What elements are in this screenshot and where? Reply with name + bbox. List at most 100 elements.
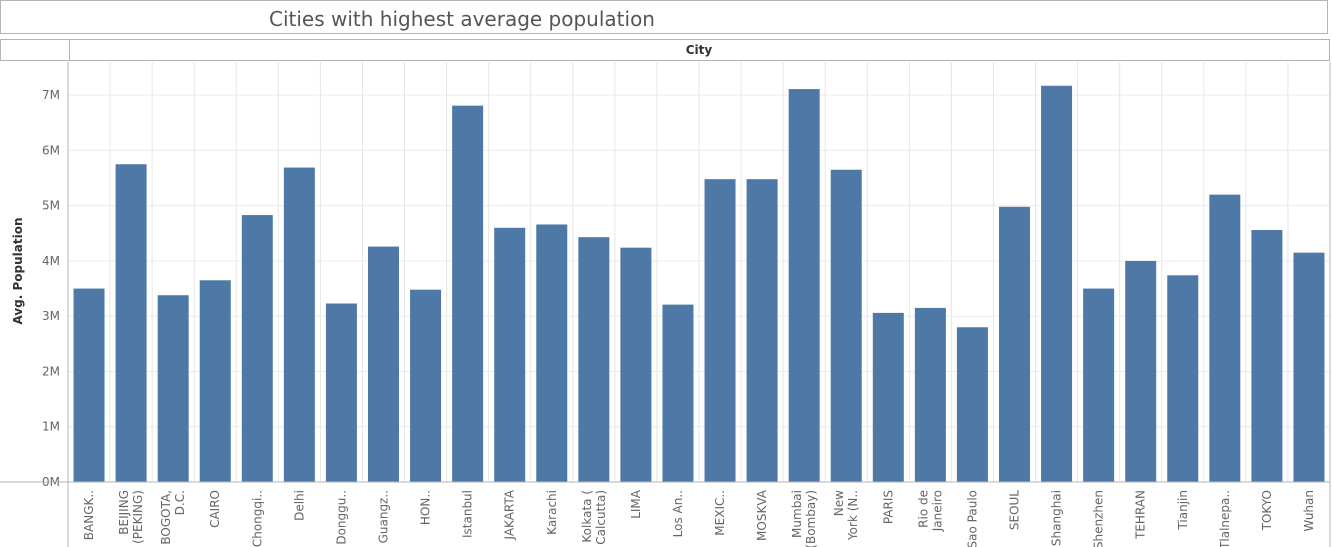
x-tick-text: SEOUL (1008, 490, 1022, 530)
x-tick-text: BOGOTA, (159, 490, 173, 545)
x-tick-label: Rio de Janeiro (916, 490, 944, 532)
x-tick-text: Chongqi.. (250, 490, 264, 547)
bar[interactable] (325, 303, 357, 483)
y-tick-label: 1M (42, 420, 60, 434)
y-tick-label: 4M (42, 254, 60, 268)
bar[interactable] (494, 227, 526, 482)
bar[interactable] (452, 105, 484, 482)
x-tick-text: Shenzhen (1092, 490, 1106, 547)
bar[interactable] (620, 247, 652, 482)
x-tick-label: Los An.. (671, 490, 685, 537)
x-tick-text: HON.. (419, 490, 433, 525)
x-tick-label: PARIS (881, 490, 895, 524)
bar[interactable] (830, 169, 862, 482)
bar[interactable] (536, 224, 568, 482)
x-tick-text: Karachi (545, 490, 559, 535)
column-header-city[interactable]: City (685, 43, 713, 57)
x-tick-label: Wuhan (1302, 490, 1316, 532)
x-tick-label: MOSKVA (755, 489, 769, 541)
x-tick-text: MEXIC.. (713, 490, 727, 536)
column-separators (109, 62, 1289, 482)
x-tick-text: Istanbul (461, 490, 475, 538)
bar[interactable] (1293, 252, 1325, 482)
bar[interactable] (73, 288, 105, 482)
x-tick-text: (PEKING) (131, 490, 145, 544)
x-tick-label: Kolkata (Calcutta) (580, 490, 608, 545)
x-tick-text: (Bombay) (804, 490, 818, 547)
bar[interactable] (956, 327, 988, 482)
x-tick-text: TOKYO (1260, 490, 1274, 531)
x-tick-text: CAIRO (208, 490, 222, 528)
x-tick-text: Shanghai (1050, 490, 1064, 546)
x-tick-text: Delhi (292, 490, 306, 521)
bar[interactable] (1251, 230, 1283, 482)
x-tick-text: LIMA (629, 489, 643, 519)
x-tick-label: Donggu.. (334, 490, 348, 545)
chart-frame (0, 62, 1331, 547)
x-tick-label: Tianjin (1176, 490, 1190, 531)
x-tick-text: Calcutta) (594, 490, 608, 545)
x-tick-label: BANGK.. (82, 490, 96, 540)
x-tick-text: Rio de (916, 490, 930, 528)
x-tick-text: Los An.. (671, 490, 685, 537)
x-tick-label: SEOUL (1008, 490, 1022, 530)
bar[interactable] (199, 280, 231, 482)
bars (73, 85, 1325, 483)
bar[interactable] (1209, 194, 1241, 482)
x-tick-text: BANGK.. (82, 490, 96, 540)
x-tick-label: Chongqi.. (250, 490, 264, 547)
x-tick-label: Shenzhen (1092, 490, 1106, 547)
bar[interactable] (1125, 260, 1157, 482)
bar[interactable] (914, 307, 946, 482)
bar[interactable] (704, 179, 736, 482)
x-tick-text: Kolkata ( (580, 490, 594, 543)
x-tick-label: CAIRO (208, 490, 222, 528)
x-tick-text: D.C. (173, 490, 187, 515)
column-header-row: City (0, 39, 1330, 61)
x-tick-text: York (N.. (846, 490, 860, 541)
bar[interactable] (1041, 85, 1073, 483)
x-tick-label: LIMA (629, 489, 643, 519)
bar[interactable] (241, 215, 273, 482)
bar[interactable] (662, 304, 694, 482)
bar[interactable] (578, 237, 610, 482)
x-tick-label: Karachi (545, 490, 559, 535)
bar[interactable] (999, 206, 1030, 482)
x-tick-label: BEIJING (PEKING) (117, 490, 145, 544)
bar[interactable] (788, 89, 820, 482)
x-tick-text: Wuhan (1302, 490, 1316, 532)
x-tick-label: HON.. (419, 490, 433, 525)
bar[interactable] (283, 167, 315, 483)
x-tick-text: BEIJING (117, 490, 131, 535)
bar[interactable] (1167, 275, 1199, 482)
x-tick-text: Janeiro (930, 490, 944, 532)
bar[interactable] (746, 179, 778, 482)
chart-title: Cities with highest average population (269, 7, 655, 31)
x-tick-label: JAKARTA (503, 489, 517, 540)
bar[interactable] (1083, 288, 1115, 482)
x-tick-text: Donggu.. (334, 490, 348, 545)
bar[interactable] (872, 312, 904, 482)
y-tick-label: 3M (42, 309, 60, 323)
bar[interactable] (410, 289, 442, 482)
x-tick-text: JAKARTA (503, 489, 517, 540)
x-tick-text: Mumbai (790, 490, 804, 538)
x-tick-label: Shanghai (1050, 490, 1064, 546)
x-tick-label: Guangz.. (377, 490, 391, 543)
x-tick-label: Istanbul (461, 490, 475, 538)
x-axis-labels: BANGK.. BEIJING (PEKING) BOGOTA, D.C. CAIRO Ch… (82, 489, 1316, 547)
y-axis-label: Avg. Population (11, 217, 25, 324)
x-tick-text: New (832, 490, 846, 516)
bar[interactable] (157, 295, 189, 482)
x-tick-label: TEHRAN (1134, 490, 1148, 540)
x-tick-label: Tlalnepa.. (1218, 490, 1232, 547)
x-tick-text: Sao Paulo (965, 490, 979, 547)
bar[interactable] (368, 246, 399, 482)
x-tick-label: Delhi (292, 490, 306, 521)
x-tick-text: Tianjin (1176, 490, 1190, 531)
bar[interactable] (115, 164, 147, 482)
x-tick-text: MOSKVA (755, 489, 769, 541)
y-tick-label: 7M (42, 88, 60, 102)
x-tick-label: Mumbai (Bombay) (790, 490, 818, 547)
